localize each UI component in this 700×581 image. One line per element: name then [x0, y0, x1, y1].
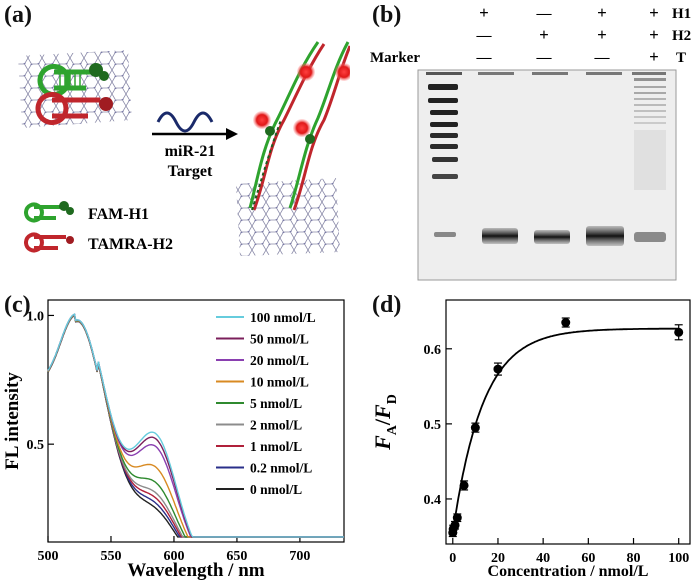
arrow-text-line1: miR-21 [165, 143, 216, 160]
c-legend-label: 50 nmol/L [250, 332, 309, 347]
d-fit-curve [451, 327, 679, 533]
ylabel-fa-sub: A [385, 424, 400, 435]
d-ytick-label: 0.4 [424, 493, 442, 508]
panel-c-chart: 500 550 600 650 700 0.5 1.0 100 nmol/L 50 nmol/… [2, 299, 345, 581]
gel-conditions-table: H1 H2 T Marker + — — — + — + + — + + + [370, 3, 691, 66]
row-label-t: T [676, 50, 686, 66]
panel-a-schematic: miR-21 Target FAM-H1 TAMRA-H2 [18, 41, 350, 256]
panel-b-label: (b) [372, 2, 402, 28]
lane4-band [634, 232, 666, 242]
c-xtick-label: 700 [289, 549, 310, 564]
legend-tamra-h2 [24, 232, 74, 253]
c-legend-label: 5 nmol/L [250, 396, 302, 411]
c-xtick-label: 500 [38, 549, 59, 564]
panel-c-plot-frame [47, 299, 345, 543]
c-xtick-label: 650 [226, 549, 247, 564]
lane1-h2: — [476, 28, 493, 44]
panel-b-gel: H1 H2 T Marker + — — — + — + + — + + + [370, 3, 691, 281]
arrow-text-line2: Target [168, 163, 213, 180]
c-legend-label: 100 nmol/L [250, 310, 316, 325]
c-legend-label: 0.2 nmol/L [250, 461, 312, 476]
c-xtick-label: 550 [100, 549, 121, 564]
d-data-point [452, 513, 462, 523]
c-legend-label: 10 nmol/L [250, 375, 309, 390]
fam-h1-hairpin-icon [37, 63, 109, 97]
c-ytick-label: 1.0 [27, 309, 45, 324]
row-label-h2: H2 [672, 28, 691, 44]
ylabel-fd: F [370, 404, 395, 420]
legend-fam-h1 [24, 201, 74, 223]
ylabel-fa: F [370, 435, 395, 451]
dna-duplex-2 [288, 41, 350, 211]
lane3-band [586, 226, 624, 246]
lane2-h1: — [536, 6, 553, 22]
c-legend-label: 20 nmol/L [250, 353, 309, 368]
ylabel-fd-sub: D [385, 394, 400, 404]
lane2-h2: + [539, 25, 549, 44]
lane2-band [534, 230, 570, 244]
d-data-point [493, 364, 503, 374]
d-xtick-label: 0 [449, 551, 456, 566]
lane1-h1: + [479, 3, 489, 22]
reaction-arrow [152, 111, 238, 140]
panel-a-label: (a) [4, 2, 32, 28]
panel-d-chart: 0 20 40 60 80 100 0.4 0.5 0.6 Concentration / nm… [370, 299, 691, 580]
lane2-t: — [536, 50, 553, 66]
marker-ladder [428, 84, 458, 237]
marker-label: Marker [370, 50, 420, 66]
d-data-point [459, 480, 469, 490]
c-legend-label: 1 nmol/L [250, 439, 302, 454]
row-label-h1: H1 [672, 6, 691, 22]
d-data-point [561, 318, 571, 328]
svg-text:FA/FD: FA/FD [370, 394, 400, 451]
legend-fam-h1-label: FAM-H1 [88, 206, 149, 223]
gel-image [417, 69, 677, 281]
panel-c-label: (c) [4, 292, 31, 318]
go-sheet-right [236, 178, 340, 256]
d-data-point [674, 327, 684, 337]
c-series-curve [47, 313, 344, 538]
lane3-h1: + [597, 3, 607, 22]
c-xtick-label: 600 [163, 549, 184, 564]
panel-d-plot-frame [445, 299, 691, 545]
panel-c-xlabel: Wavelength / nm [127, 560, 264, 581]
lane4-smear [634, 78, 666, 190]
lane3-t: — [594, 50, 611, 66]
panel-d-label: (d) [372, 292, 402, 318]
lane4-t: + [649, 47, 659, 66]
c-legend-label: 2 nmol/L [250, 418, 302, 433]
d-ytick-label: 0.5 [424, 418, 442, 433]
panel-d-ylabel: FA/FD [370, 394, 400, 451]
ylabel-slash: / [370, 418, 395, 426]
legend-tamra-h2-label: TAMRA-H2 [88, 236, 173, 253]
d-xtick-label: 60 [581, 551, 595, 566]
panel-c-ylabel: FL intensity [2, 372, 23, 470]
tamra-h2-hairpin-icon [35, 92, 113, 125]
lane4-h1: + [649, 3, 659, 22]
c-ytick-label: 0.5 [27, 438, 45, 453]
lane3-h2: + [597, 25, 607, 44]
d-xtick-label: 80 [627, 551, 641, 566]
dna-duplex-1 [248, 41, 326, 211]
d-data-point [450, 520, 460, 530]
panel-d-xlabel: Concentration / nmol/L [488, 563, 649, 580]
d-data-point [470, 423, 480, 433]
d-xtick-label: 20 [491, 551, 505, 566]
d-xtick-label: 100 [668, 551, 689, 566]
lane1-band [482, 228, 518, 244]
d-xtick-label: 40 [536, 551, 550, 566]
c-legend-label: 0 nmol/L [250, 482, 302, 497]
lane1-t: — [476, 50, 493, 66]
lane4-h2: + [649, 25, 659, 44]
d-ytick-label: 0.6 [424, 343, 442, 358]
